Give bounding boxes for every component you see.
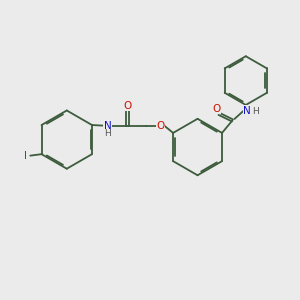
- Text: N: N: [243, 106, 251, 116]
- Text: N: N: [103, 121, 111, 130]
- Text: O: O: [212, 104, 220, 114]
- Text: H: H: [252, 107, 259, 116]
- Text: H: H: [104, 130, 111, 139]
- Text: O: O: [156, 121, 164, 130]
- Text: I: I: [24, 151, 27, 160]
- Text: O: O: [124, 101, 132, 111]
